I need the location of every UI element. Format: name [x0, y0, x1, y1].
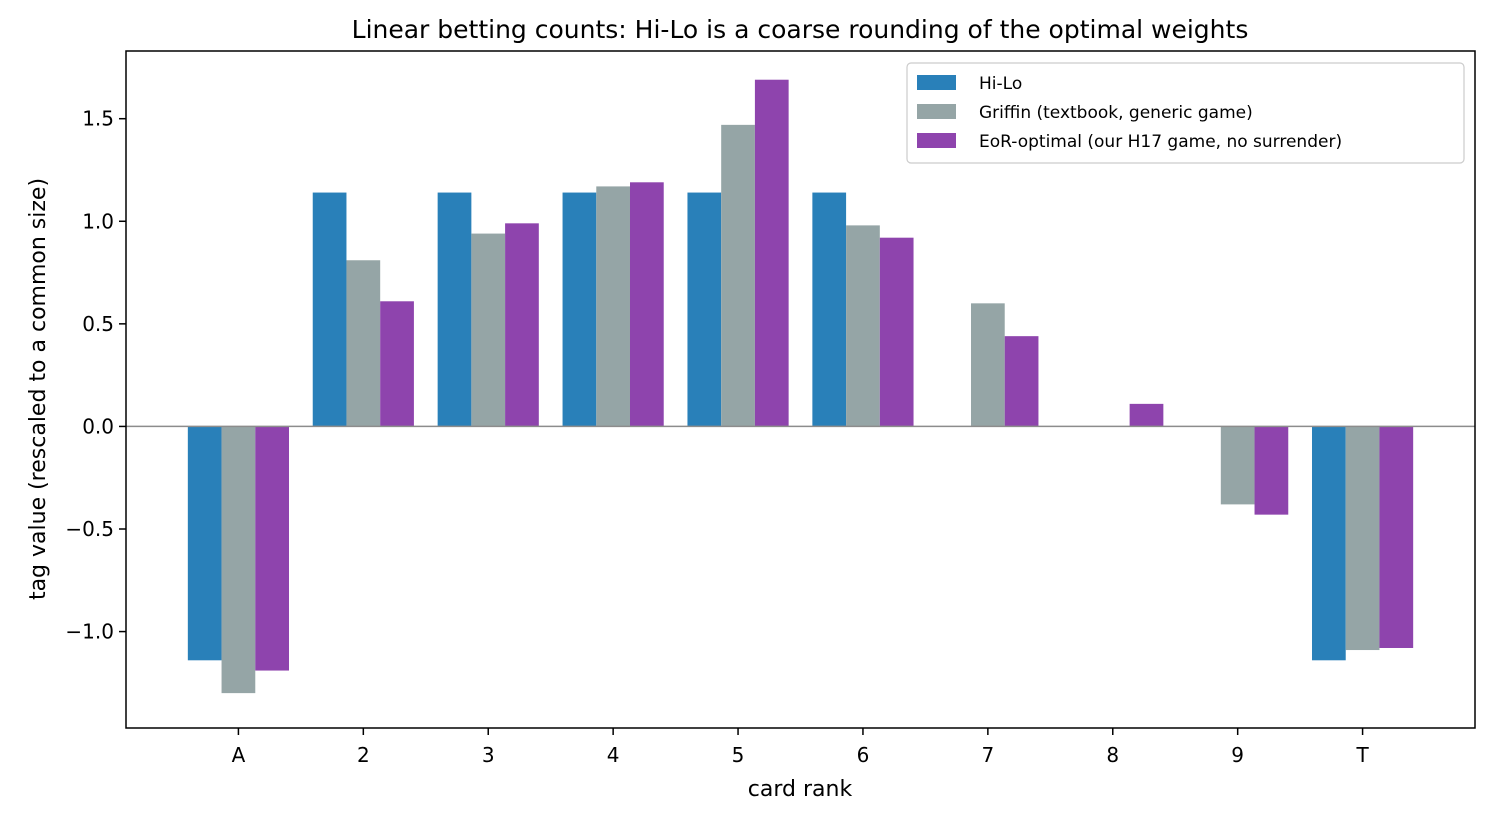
x-tick-label: T: [1355, 743, 1369, 767]
x-tick-label: 7: [981, 743, 994, 767]
y-axis: −1.0 −0.5 0.0 0.5 1.0 1.5: [65, 107, 126, 644]
x-tick-label: A: [232, 743, 246, 767]
legend-swatch: [917, 104, 956, 119]
bar-A-series-3: [255, 426, 290, 671]
x-tick-label: 2: [357, 743, 370, 767]
x-tick-label: 8: [1106, 743, 1119, 767]
x-tick-label: 6: [857, 743, 870, 767]
x-tick-label: 4: [607, 743, 620, 767]
x-axis: A 2 3 4 5 6 7 8 9 T: [232, 728, 1369, 767]
bar-T-series-2: [1345, 426, 1380, 651]
y-tick-label: 1.5: [82, 107, 114, 131]
legend: Hi-Lo Griffin (textbook, generic game) EoR…: [906, 62, 1465, 164]
legend-swatch: [917, 75, 956, 90]
bar-7-series-3: [1004, 336, 1039, 427]
bar-4-series-2: [596, 186, 631, 427]
legend-entry-label: EoR-optimal (our H17 game, no surrender): [979, 132, 1342, 152]
legend-box: [906, 62, 1465, 164]
bar-6-series-2: [846, 225, 880, 427]
bar-2-series-2: [346, 260, 381, 427]
plot-frame: [125, 50, 1476, 729]
bar-4-series-3: [630, 182, 664, 427]
bar-T-series-3: [1379, 426, 1414, 648]
y-tick-label: −0.5: [65, 517, 114, 541]
legend-swatch: [917, 133, 956, 148]
bars-layer: [187, 79, 1414, 694]
x-tick-label: 5: [732, 743, 745, 767]
bar-9-series-2: [1220, 426, 1255, 505]
bar-3-series-1: [437, 192, 472, 427]
bar-5-series-2: [721, 124, 755, 427]
bar-2-series-3: [380, 301, 414, 427]
bar-2-series-1: [312, 192, 347, 427]
y-tick-label: 0.5: [82, 312, 114, 336]
bar-3-series-2: [471, 233, 506, 427]
y-tick-label: 1.0: [82, 209, 114, 233]
bar-6-series-1: [812, 192, 847, 427]
bar-5-series-1: [687, 192, 722, 427]
bar-A-series-2: [221, 426, 256, 694]
bar-9-series-3: [1254, 426, 1289, 515]
bar-8-series-3: [1129, 403, 1164, 427]
bar-A-series-1: [187, 426, 222, 661]
y-tick-label: −1.0: [65, 620, 114, 644]
x-tick-label: 3: [482, 743, 495, 767]
legend-entry-label: Griffin (textbook, generic game): [979, 103, 1253, 123]
chart-title: Linear betting counts: Hi-Lo is a coarse…: [352, 15, 1249, 44]
x-axis-label: card rank: [748, 777, 853, 802]
y-axis-label: tag value (rescaled to a common size): [26, 178, 51, 600]
bar-3-series-3: [505, 223, 539, 427]
y-tick-label: 0.0: [82, 414, 114, 438]
legend-entry-label: Hi-Lo: [979, 74, 1022, 94]
bar-T-series-1: [1311, 426, 1346, 661]
x-tick-label: 9: [1231, 743, 1244, 767]
bar-4-series-1: [562, 192, 597, 427]
bar-5-series-3: [754, 79, 789, 427]
bar-6-series-3: [879, 237, 914, 427]
bar-7-series-2: [970, 303, 1005, 427]
